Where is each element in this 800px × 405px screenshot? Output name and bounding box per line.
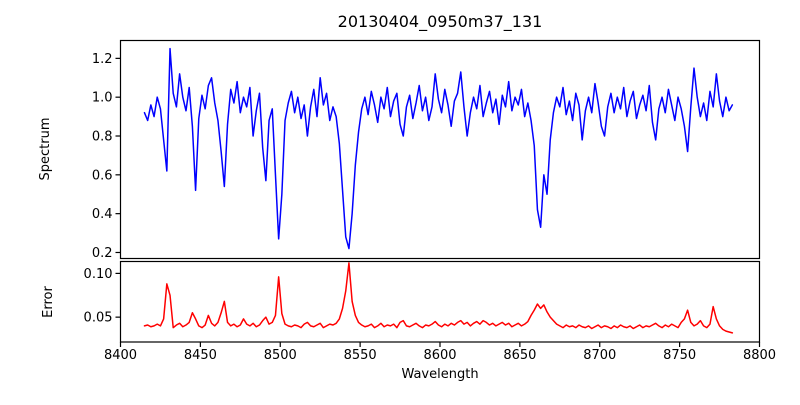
spectrum-y-tick-label: 0.6 <box>92 168 113 183</box>
x-axis-ticks: 8400 8450 8500 8550 8600 8650 8700 8750 8800 <box>104 342 776 363</box>
x-tick-label: 8650 <box>503 348 536 363</box>
spectrum-y-tick-label: 0.4 <box>92 207 113 222</box>
error-series-line <box>143 262 734 334</box>
x-tick-label: 8450 <box>184 348 217 363</box>
error-y-tick-label: 0.05 <box>84 311 113 326</box>
x-axis-label: Wavelength <box>401 367 478 382</box>
x-tick-label: 8400 <box>104 348 137 363</box>
x-tick-label: 8550 <box>344 348 377 363</box>
spectrum-panel: 0.2 0.4 0.6 0.8 1.0 1.2 <box>92 39 761 261</box>
x-tick-label: 8600 <box>423 348 456 363</box>
error-y-tick-label: 0.10 <box>84 267 113 282</box>
chart-title: 20130404_0950m37_131 <box>338 12 543 32</box>
error-axes-frame <box>119 260 761 343</box>
x-tick-label: 8500 <box>264 348 297 363</box>
spectrum-y-tick-label: 0.8 <box>92 130 113 145</box>
error-y-axis-label: Error <box>41 286 56 318</box>
x-tick-label: 8700 <box>583 348 616 363</box>
x-tick-label: 8750 <box>663 348 696 363</box>
spectrum-series-line <box>143 47 734 250</box>
spectrum-axes-frame <box>119 39 761 260</box>
spectrum-y-axis-label: Spectrum <box>38 118 53 181</box>
x-tick-label: 8800 <box>743 348 776 363</box>
spectrum-y-tick-label: 1.2 <box>92 52 113 67</box>
error-panel: 0.05 0.10 <box>84 260 761 343</box>
spectrum-y-tick-label: 1.0 <box>92 91 113 106</box>
spectrum-y-tick-label: 0.2 <box>92 246 113 261</box>
